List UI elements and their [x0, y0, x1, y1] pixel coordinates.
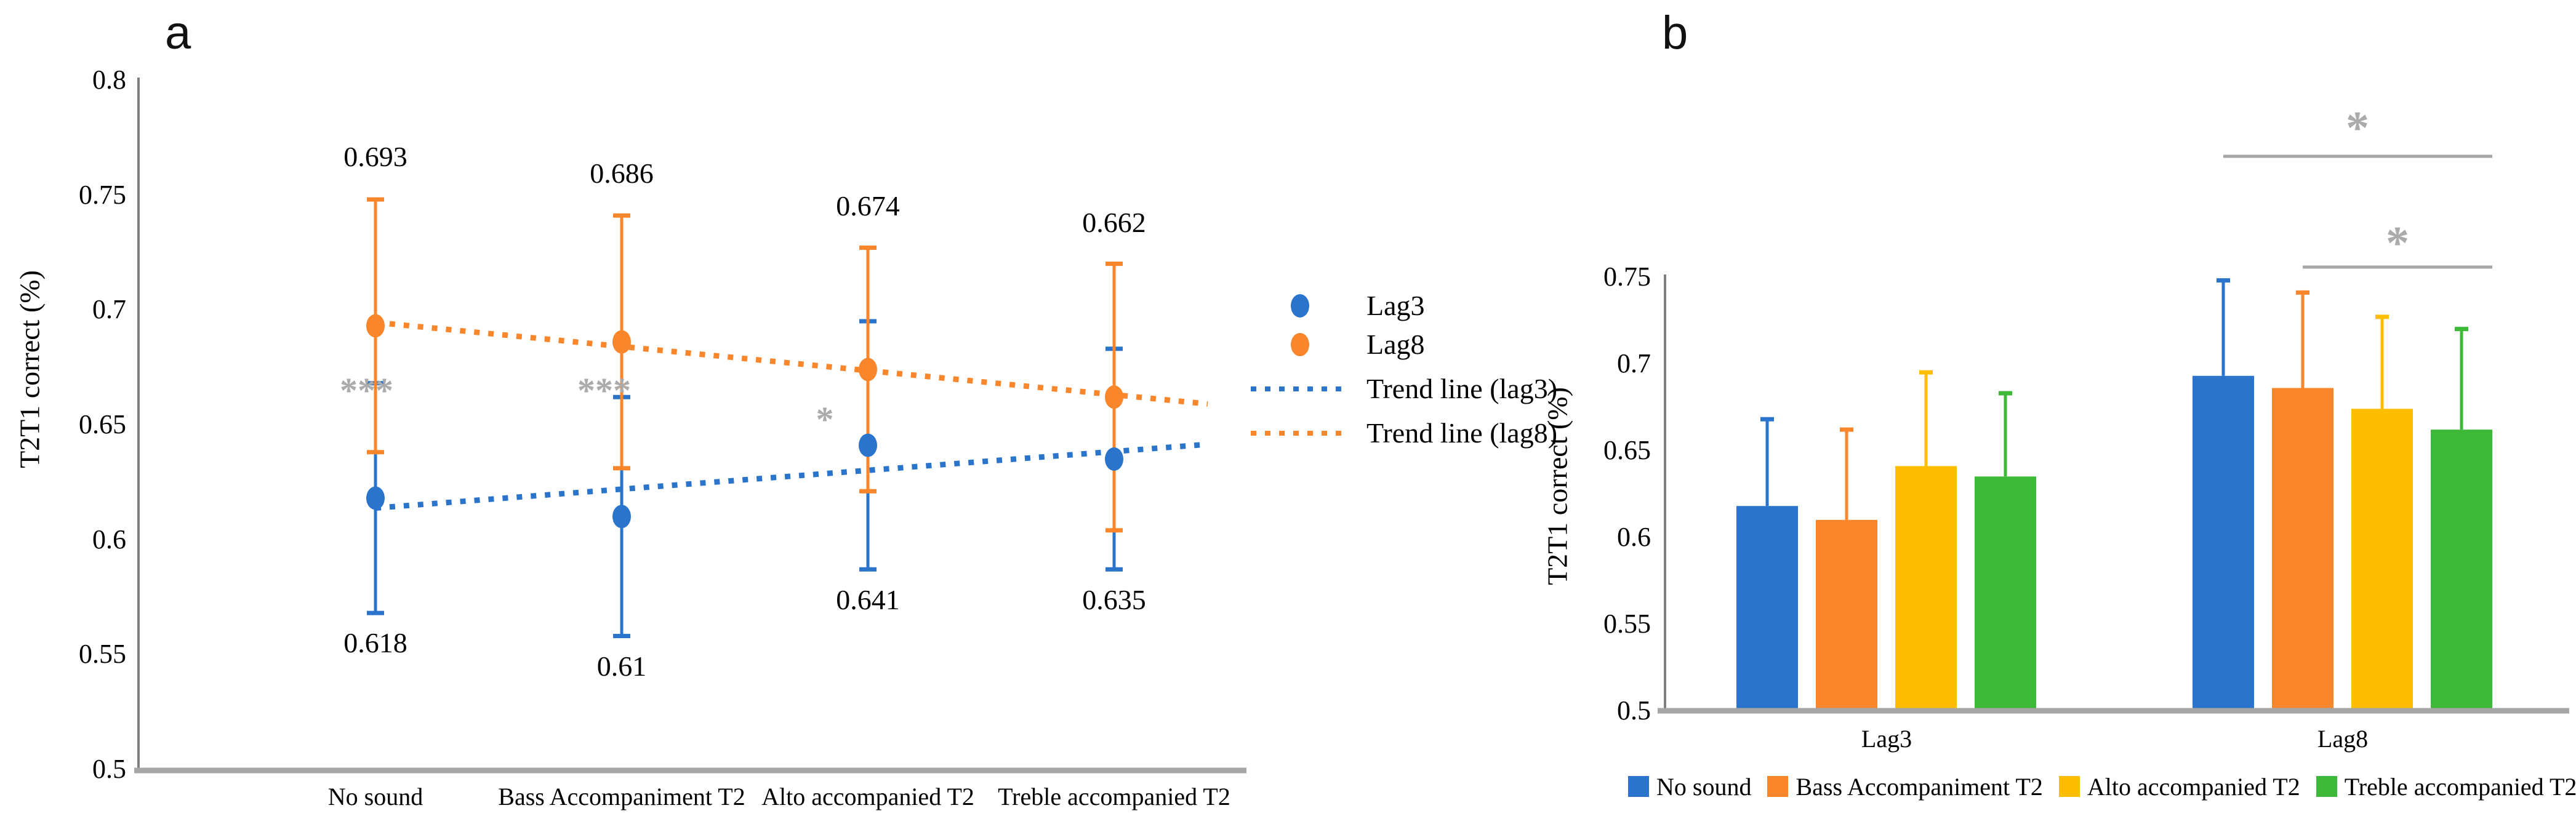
value-label-lag3-no-sound: 0.618 [343, 627, 407, 658]
b-bar-No sound-Lag3 [1736, 506, 1798, 711]
panel-b-ytick-0.55: 0.55 [1603, 609, 1651, 639]
significance-star-alto: * [816, 399, 834, 439]
value-label-lag8-alto: 0.674 [836, 190, 900, 222]
significance-star-b-2: * [2386, 217, 2409, 269]
b-bar-Treble accompanied T2-Lag8 [2431, 430, 2492, 711]
a-marker-Lag8-1 [612, 330, 631, 354]
legend-b-item-alto: Alto accompanied T2 [2058, 773, 2300, 801]
legend-a-trendline-lag8-swatch [1251, 431, 1349, 436]
panel-b-group-lag3: Lag3 [1861, 725, 1912, 753]
panel-b-label: b [1662, 7, 1688, 59]
b-bar-Alto accompanied T2-Lag8 [2351, 409, 2413, 711]
a-trendline-Lag8 [375, 319, 1208, 407]
legend-b-treble-swatch [2316, 776, 2337, 797]
panel-a-ytick-0.5: 0.5 [92, 754, 126, 784]
legend-b-treble-label: Treble accompanied T2 [2344, 773, 2576, 801]
a-marker-Lag3-2 [859, 433, 877, 457]
legend-b-alto-swatch [2058, 776, 2080, 797]
legend-b-item-treble: Treble accompanied T2 [2316, 773, 2576, 801]
value-label-lag8-bass: 0.686 [590, 158, 654, 189]
legend-b-bass-swatch [1767, 776, 1789, 797]
legend-a-lag8-marker-swatch [1291, 333, 1309, 356]
value-label-lag8-no-sound: 0.693 [343, 141, 407, 172]
b-bar-Bass Accompaniment T2-Lag8 [2272, 388, 2333, 711]
panel-a-label: a [165, 7, 191, 59]
legend-b-item-bass: Bass Accompaniment T2 [1767, 773, 2043, 801]
panel-a-category-treble: Treble accompanied T2 [998, 783, 1230, 810]
significance-star-b-1: * [2346, 102, 2369, 154]
panel-a-ytick-0.65: 0.65 [79, 409, 126, 439]
a-marker-Lag8-0 [366, 314, 385, 338]
value-label-lag3-alto: 0.641 [836, 584, 900, 615]
panel-a-ytick-0.55: 0.55 [79, 639, 126, 669]
panel-a-ytick-0.8: 0.8 [92, 65, 126, 95]
legend-b-alto-label: Alto accompanied T2 [2087, 773, 2300, 801]
a-trendline-Lag3 [375, 441, 1208, 511]
panel-a-category-alto: Alto accompanied T2 [761, 783, 974, 810]
legend-a-lag8-label: Lag8 [1366, 329, 1425, 360]
b-bar-No sound-Lag8 [2193, 375, 2254, 711]
value-label-lag3-bass: 0.61 [596, 650, 647, 682]
panel-b-y-axis-title: T2T1 correct (%) [1541, 387, 1573, 585]
legend-b-no-sound-swatch [1628, 776, 1649, 797]
legend-b-no-sound-label: No sound [1656, 773, 1752, 801]
legend-a-trendline-lag8-label: Trend line (lag8) [1366, 417, 1558, 449]
a-marker-Lag3-3 [1105, 447, 1123, 471]
legend-b-item-no-sound: No sound [1628, 773, 1751, 801]
a-marker-Lag3-0 [366, 486, 385, 510]
legend-a-lag3-marker-swatch [1291, 294, 1309, 318]
panel-a-y-axis-title: T2T1 correct (%) [14, 270, 46, 468]
panel-b-group-lag8: Lag8 [2317, 725, 2369, 753]
b-bar-Alto accompanied T2-Lag3 [1895, 466, 1957, 711]
legend-a-lag3-label: Lag3 [1366, 290, 1425, 321]
a-marker-Lag8-2 [859, 358, 877, 382]
panel-b-ytick-0.65: 0.65 [1603, 435, 1651, 465]
a-marker-Lag8-3 [1105, 385, 1123, 409]
legend-a-trendline-lag3-swatch [1251, 386, 1349, 391]
panel-b-ytick-0.5: 0.5 [1617, 695, 1651, 726]
panel-a-category-bass: Bass Accompaniment T2 [498, 783, 745, 810]
b-bar-Treble accompanied T2-Lag3 [1975, 476, 2036, 711]
b-bar-Bass Accompaniment T2-Lag3 [1816, 519, 1877, 711]
panel-b-ytick-0.75: 0.75 [1603, 262, 1651, 292]
a-marker-Lag3-1 [612, 505, 631, 529]
panel-a-category-no-sound: No sound [327, 783, 423, 810]
panel-b-ytick-0.7: 0.7 [1617, 348, 1651, 378]
panel-b-ytick-0.6: 0.6 [1617, 522, 1651, 552]
value-label-lag8-treble: 0.662 [1082, 207, 1146, 238]
legend-b-bass-label: Bass Accompaniment T2 [1796, 773, 2043, 801]
significance-stars-no-sound: *** [340, 370, 393, 410]
panel-a-ytick-0.7: 0.7 [92, 294, 126, 324]
panel-a-ytick-0.75: 0.75 [79, 180, 126, 210]
panel-a-ytick-0.6: 0.6 [92, 524, 126, 554]
legend-a-trendline-lag3-label: Trend line (lag3) [1366, 373, 1558, 404]
significance-stars-bass: *** [577, 370, 631, 410]
legend-b: No sound Bass Accompaniment T2 Alto acco… [1628, 773, 2576, 801]
value-label-lag3-treble: 0.635 [1082, 584, 1146, 615]
